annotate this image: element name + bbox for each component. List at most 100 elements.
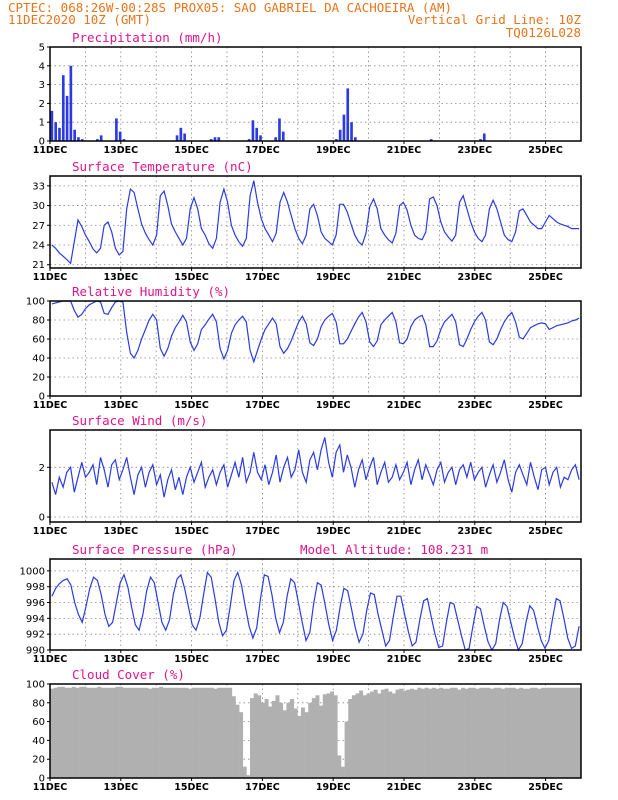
cloud-bar bbox=[362, 695, 367, 778]
cloud-bar bbox=[242, 766, 247, 778]
cloud-bar bbox=[384, 688, 389, 778]
cloud-bar bbox=[115, 686, 120, 778]
cloud-bar bbox=[424, 687, 429, 778]
cloud-bar bbox=[326, 693, 331, 778]
precip-bar bbox=[96, 139, 99, 141]
cloud-bar bbox=[355, 693, 360, 778]
x-tick-label: 11DEC bbox=[33, 782, 68, 793]
cloud-bar bbox=[286, 702, 291, 778]
x-tick-label: 23DEC bbox=[458, 145, 493, 156]
x-tick-label: 11DEC bbox=[33, 654, 68, 665]
cloud-bar bbox=[446, 688, 451, 778]
y-tick-label: 21 bbox=[32, 260, 45, 271]
precip-bar bbox=[77, 137, 80, 141]
y-tick-label: 80 bbox=[32, 698, 45, 709]
cloud-bar bbox=[180, 687, 185, 778]
panels-group: Precipitation (mm/h) 0 1 2 3 4 5 11DEC 13DEC 15DE… bbox=[20, 30, 582, 793]
precip-bar bbox=[281, 131, 285, 141]
cloud-bar bbox=[300, 707, 305, 778]
cloud-bar bbox=[399, 688, 404, 778]
cloud-bar bbox=[260, 702, 265, 778]
x-tick-label: 25DEC bbox=[528, 526, 563, 537]
cloud-bar bbox=[257, 695, 262, 778]
panel-frame-rh bbox=[49, 300, 582, 397]
precip-bar bbox=[122, 139, 126, 141]
x-tick-label: 25DEC bbox=[528, 272, 563, 283]
cloud-bar bbox=[111, 687, 116, 778]
precip-bar bbox=[259, 135, 262, 141]
panel-title-rh: Relative Humidity (%) bbox=[72, 284, 230, 299]
precip-bar bbox=[338, 129, 342, 141]
panel-frame-cloud bbox=[49, 683, 582, 779]
x-tick-label: 25DEC bbox=[528, 145, 563, 156]
y-tick-label: 1000 bbox=[20, 566, 45, 577]
x-tick-label: 19DEC bbox=[316, 272, 351, 283]
cloud-bar bbox=[395, 689, 400, 778]
precip-bar bbox=[183, 133, 186, 141]
cloud-bar bbox=[555, 687, 560, 778]
x-tick-label: 15DEC bbox=[174, 400, 209, 411]
x-tick-label: 13DEC bbox=[104, 400, 139, 411]
cloud-bar bbox=[453, 687, 458, 778]
precip-bar bbox=[175, 135, 179, 141]
x-tick-label: 13DEC bbox=[104, 526, 139, 537]
x-tick-label: 17DEC bbox=[245, 145, 280, 156]
cloud-bar bbox=[373, 689, 378, 778]
cloud-bar bbox=[471, 687, 476, 778]
y-tick-label: 2 bbox=[39, 463, 45, 474]
cloud-bar bbox=[206, 687, 211, 778]
cloud-bar bbox=[133, 687, 138, 778]
cloud-bar bbox=[202, 687, 207, 778]
y-tick-label: 100 bbox=[26, 680, 45, 691]
x-tick-label: 15DEC bbox=[174, 782, 209, 793]
cloud-bar bbox=[315, 695, 320, 778]
y-tick-label: 0 bbox=[39, 392, 45, 403]
x-tick-label: 11DEC bbox=[33, 145, 68, 156]
x-tick-label: 15DEC bbox=[174, 145, 209, 156]
precip-bar bbox=[80, 139, 84, 141]
cloud-bar bbox=[228, 687, 233, 778]
cloud-bar bbox=[515, 688, 520, 778]
cloud-bar bbox=[340, 766, 345, 778]
cloud-bar bbox=[108, 687, 113, 778]
precip-bar bbox=[99, 135, 103, 141]
cloud-bar bbox=[388, 691, 393, 778]
cloud-bar bbox=[210, 687, 214, 778]
precip-bar bbox=[61, 75, 65, 141]
cloud-bar bbox=[68, 687, 73, 778]
y-tick-label: 60 bbox=[32, 335, 45, 346]
panel-frame-wind bbox=[49, 429, 582, 523]
precip-bar bbox=[429, 139, 433, 141]
x-tick-label: 15DEC bbox=[174, 526, 209, 537]
x-tick-label: 19DEC bbox=[316, 145, 351, 156]
cloud-bar bbox=[140, 687, 145, 778]
x-tick-label: 19DEC bbox=[316, 526, 351, 537]
cloud-bar bbox=[100, 687, 105, 778]
y-tick-label: 0 bbox=[39, 774, 45, 785]
cloud-bar bbox=[235, 704, 240, 778]
x-tick-label: 17DEC bbox=[245, 654, 280, 665]
series-line-pres bbox=[51, 570, 580, 652]
cloud-bar bbox=[268, 706, 273, 778]
y-tick-label: 996 bbox=[26, 598, 45, 609]
cloud-bar bbox=[119, 686, 124, 778]
y-tick-label: 40 bbox=[32, 354, 45, 365]
header-model-id: TQ0126L028 bbox=[506, 25, 581, 40]
x-tick-label: 19DEC bbox=[316, 782, 351, 793]
x-tick-label: 17DEC bbox=[245, 400, 280, 411]
cloud-bar bbox=[475, 688, 480, 778]
panel-frame-pres bbox=[49, 558, 582, 651]
cloud-bar bbox=[540, 687, 545, 778]
cloud-bar bbox=[217, 687, 222, 778]
panel-title-cloud: Cloud Cover (%) bbox=[72, 667, 185, 682]
precip-bar bbox=[65, 95, 69, 141]
x-tick-label: 13DEC bbox=[104, 145, 139, 156]
cloud-bar bbox=[508, 687, 513, 778]
cloud-bar bbox=[220, 687, 225, 778]
cloud-bar bbox=[239, 712, 244, 778]
cloud-bar bbox=[195, 687, 200, 778]
cloud-bar bbox=[391, 693, 396, 778]
cloud-bar bbox=[511, 687, 516, 778]
precip-bar bbox=[479, 139, 482, 141]
